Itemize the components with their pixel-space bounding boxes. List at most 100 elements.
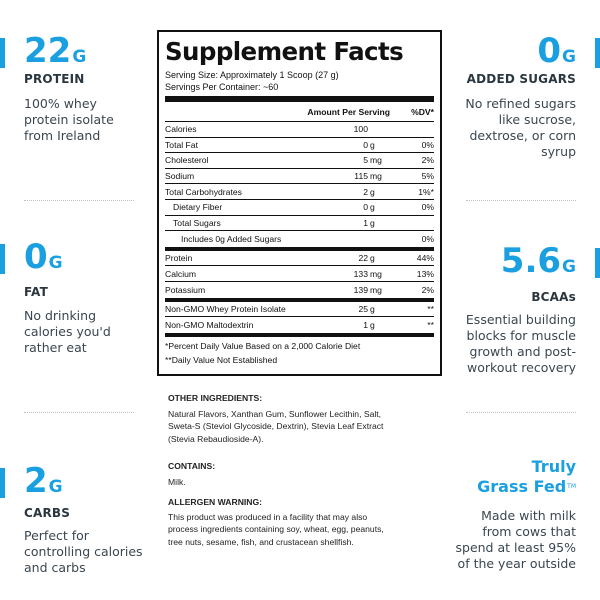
- divider: [24, 412, 134, 413]
- carbs-desc: Perfect for controlling calories and car…: [24, 528, 164, 576]
- fact-amount: 100: [353, 124, 368, 135]
- fact-dv: 2%: [421, 155, 434, 166]
- grass-fed-title-line2: Grass FedTM: [477, 477, 576, 497]
- carbs-value: 2G: [24, 464, 63, 498]
- thick-rule: [165, 96, 434, 102]
- medium-rule: [165, 332, 434, 337]
- fact-amount: 115: [354, 171, 368, 182]
- bcaas-label: BCAAs: [531, 290, 576, 304]
- fact-row: Calories 100: [165, 122, 434, 138]
- fact-row: Protein 22 g 44%: [165, 251, 434, 267]
- fact-row: Dietary Fiber 0 g 0%: [165, 200, 434, 216]
- fact-amount: 5: [363, 155, 368, 166]
- protein-desc-line: 100% whey: [24, 96, 97, 111]
- fact-row: Non-GMO Whey Protein Isolate 25 g **: [165, 302, 434, 318]
- fact-unit: g: [370, 303, 375, 314]
- fact-row: Potassium 139 mg 2%: [165, 282, 434, 298]
- fact-unit: g: [370, 253, 375, 264]
- fact-unit: g: [370, 202, 375, 213]
- fat-desc-line: No drinking: [24, 308, 97, 323]
- other-ingredients-heading: OTHER INGREDIENTS:: [168, 393, 263, 403]
- fact-row: Total Carbohydrates 2 g 1%*: [165, 184, 434, 200]
- accent-bar-carbs: [0, 468, 5, 498]
- facts-header-row: Amount Per Serving %DV*: [165, 102, 434, 122]
- fat-label: FAT: [24, 285, 48, 299]
- fact-name: Non-GMO Whey Protein Isolate: [165, 303, 286, 314]
- fact-unit: mg: [370, 155, 382, 166]
- fact-amount: 25: [358, 303, 368, 314]
- grass-fed-desc-line: spend at least 95%: [455, 540, 577, 555]
- fact-amount: 1: [363, 217, 368, 228]
- carbs-desc-line: and carbs: [24, 560, 86, 575]
- fact-dv: 0%: [421, 139, 434, 150]
- accent-bar-bcaas: [595, 248, 600, 278]
- bcaas-desc-line: Essential building: [465, 312, 576, 327]
- divider: [24, 200, 134, 201]
- fact-dv: **: [427, 303, 434, 314]
- fat-value: 0G: [24, 240, 63, 274]
- fact-name: Calories: [165, 124, 197, 135]
- allergen-line: This product was produced in a facility …: [168, 511, 368, 522]
- fat-desc: No drinking calories you'd rather eat: [24, 308, 154, 356]
- fact-amount: 22: [358, 253, 368, 264]
- other-ingredients-line: Sweta-S (Steviol Glycoside, Dextrin), St…: [168, 421, 384, 431]
- grass-fed-desc: Made with milk from cows that spend at l…: [426, 508, 577, 572]
- fact-dv: 2%: [421, 284, 434, 295]
- fact-amount: 0: [363, 139, 368, 150]
- fact-unit: mg: [370, 171, 382, 182]
- fact-amount: 2: [363, 186, 368, 197]
- grass-fed-title: Truly Grass FedTM: [477, 457, 576, 497]
- fact-name: Sodium: [165, 171, 195, 182]
- fact-unit: g: [370, 186, 375, 197]
- grass-fed-title-line1: Truly: [531, 457, 576, 476]
- divider: [466, 412, 576, 413]
- fact-dv: 5%: [421, 171, 434, 182]
- accent-bar-protein: [0, 38, 5, 68]
- carbs-number: 2: [24, 461, 48, 501]
- carbs-desc-line: Perfect for: [24, 528, 89, 543]
- bcaas-desc: Essential building blocks for muscle gro…: [436, 312, 576, 376]
- fact-name: Dietary Fiber: [173, 202, 223, 213]
- footnotes: *Percent Daily Value Based on a 2,000 Ca…: [165, 337, 434, 367]
- allergen-line: tree nuts, sesame, fish, and crustacean …: [168, 536, 354, 547]
- added-sugars-desc-line: dextrose, or corn: [469, 128, 577, 143]
- protein-desc-line: protein isolate: [24, 112, 114, 127]
- fact-row: Cholesterol 5 mg 2%: [165, 153, 434, 169]
- bcaas-desc-line: workout recovery: [467, 360, 576, 375]
- other-ingredients: OTHER INGREDIENTS: Natural Flavors, Xant…: [168, 392, 438, 445]
- bcaas-number: 5.6: [500, 241, 562, 281]
- fat-number: 0: [24, 237, 48, 277]
- fact-amount: 133: [353, 268, 368, 279]
- allergen-line: process ingredients containing soy, whea…: [168, 524, 384, 534]
- added-sugars-value: 0G: [537, 34, 576, 68]
- fact-name: Total Fat: [165, 139, 198, 150]
- accent-bar-fat: [0, 244, 5, 274]
- bcaas-unit: G: [562, 257, 576, 277]
- contains: CONTAINS: Milk.: [168, 460, 438, 488]
- fact-amount: 0: [363, 202, 368, 213]
- fact-dv: 1%*: [418, 186, 434, 197]
- fact-name: Total Carbohydrates: [165, 186, 242, 197]
- fact-row: Calcium 133 mg 13%: [165, 266, 434, 282]
- fact-row: Sodium 115 mg 5%: [165, 169, 434, 185]
- fat-desc-line: calories you'd: [24, 324, 111, 339]
- header-amount: Amount Per Serving: [307, 106, 390, 117]
- divider: [466, 200, 576, 201]
- fact-name: Total Sugars: [173, 217, 221, 228]
- added-sugars-label: ADDED SUGARS: [466, 72, 576, 86]
- protein-number: 22: [24, 31, 72, 71]
- carbs-label: CARBS: [24, 506, 71, 520]
- fact-unit: g: [370, 139, 375, 150]
- fact-unit: g: [370, 319, 375, 330]
- fact-name: Non-GMO Maltodextrin: [165, 319, 254, 330]
- panel-title: Supplement Facts: [165, 37, 404, 66]
- fact-name: Potassium: [165, 284, 206, 295]
- fact-dv: 44%: [416, 253, 434, 264]
- fact-name: Cholesterol: [165, 155, 209, 166]
- other-ingredients-line: Natural Flavors, Xanthan Gum, Sunflower …: [168, 408, 382, 419]
- grass-fed-desc-line: of the year outside: [457, 556, 576, 571]
- fact-unit: g: [370, 217, 375, 228]
- added-sugars-desc-line: syrup: [541, 144, 576, 159]
- fat-desc-line: rather eat: [24, 340, 87, 355]
- contains-heading: CONTAINS:: [168, 461, 216, 471]
